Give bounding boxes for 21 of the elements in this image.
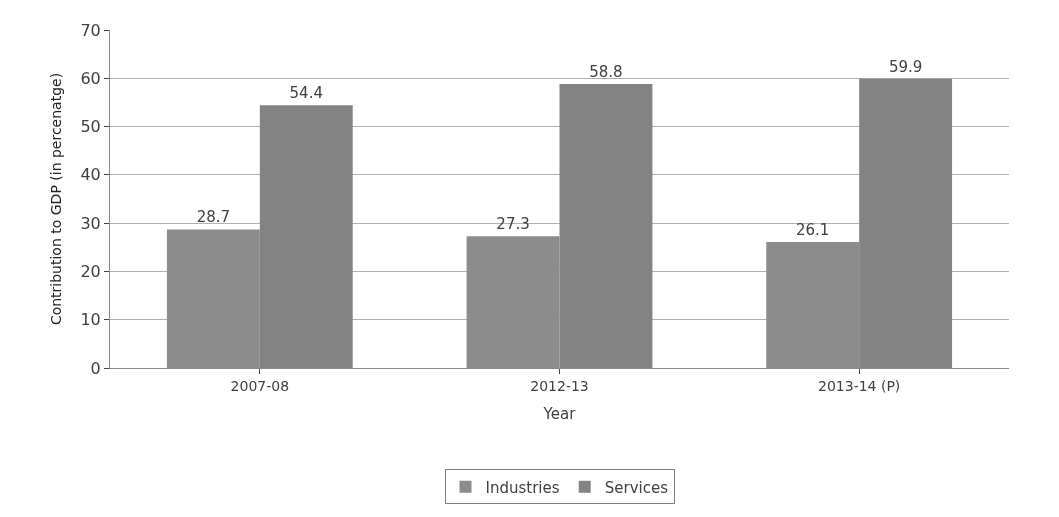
y-tick-label: 70: [80, 20, 101, 40]
y-tick-label: 50: [80, 117, 101, 137]
x-tick-label: 2007-08: [230, 377, 290, 394]
data-label: 28.7: [196, 208, 231, 227]
data-label: 59.9: [888, 57, 923, 76]
data-label: 27.3: [496, 215, 530, 234]
y-tick-label: 10: [80, 310, 101, 330]
legend-label: Industries: [485, 478, 560, 497]
x-tick-label: 2013-14 (P): [818, 377, 901, 394]
y-axis-title: Contribution to GDP (in percenatge): [48, 72, 65, 326]
legend-label: Services: [604, 478, 669, 497]
data-label: 26.1: [796, 220, 830, 239]
data-label: 58.8: [589, 63, 623, 82]
y-tick-label: 20: [80, 262, 101, 282]
y-tick-label: 30: [80, 213, 101, 233]
data-label: 54.4: [289, 84, 323, 103]
y-tick-label: 0: [90, 358, 101, 378]
y-tick-label: 60: [80, 68, 101, 88]
x-axis-title: Year: [542, 404, 577, 423]
x-tick-label: 2012-13: [530, 377, 589, 394]
y-tick-label: 40: [80, 165, 101, 185]
